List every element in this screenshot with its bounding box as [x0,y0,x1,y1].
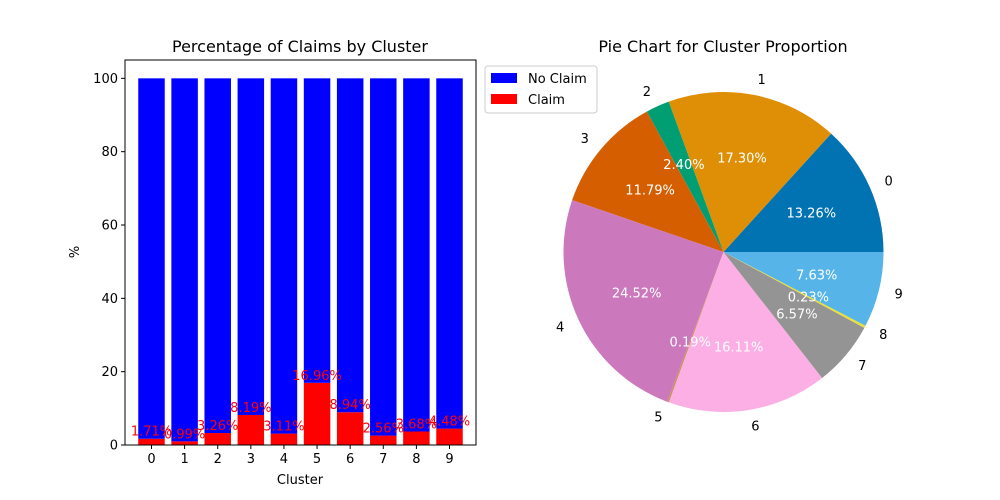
bar-chart-x-axis-label: Cluster [277,473,324,488]
pie-pct-label-9: 7.63% [796,268,837,283]
bar-claim-0 [138,438,165,445]
legend-swatch-claim [491,94,517,104]
bar-chart-panel: Percentage of Claims by Cluster % Cluste… [68,37,477,488]
bar-claim-5 [303,382,331,445]
bar-claim-3 [237,414,265,445]
pie-chart-panel: Pie Chart for Cluster Proportion 0 13.26%… [556,37,903,434]
pie-pct-label-4: 24.52% [612,286,662,301]
pie-slice-4 [563,200,724,402]
pie-chart-plot-area: 0 13.26% 1 17.30% 2 2.40% 3 11.79% 4 24.52% 5 0.19%… [556,73,903,435]
pie-pct-label-2: 2.40% [663,158,704,173]
bar-claim-1 [171,441,198,445]
bar-no-claim-4 [270,78,298,434]
x-tick-label: 4 [280,452,288,467]
x-tick-label: 2 [214,452,222,467]
pie-slice-2 [646,101,724,253]
pie-slice-0 [723,133,884,252]
pie-pct-label-0: 13.26% [787,207,837,222]
y-tick-label: 20 [101,365,118,380]
legend-swatch-no-claim [491,73,517,83]
bar-claim-7 [370,435,397,445]
pie-slice-label-0: 0 [884,174,892,189]
bar-claim-2 [204,433,231,445]
x-tick-label: 3 [247,452,255,467]
pie-slice-1 [668,92,832,253]
bar-no-claim-2 [204,78,231,434]
legend-label-no-claim: No Claim [528,72,587,87]
bar-no-claim-5 [303,78,331,383]
pie-pct-label-3: 11.79% [625,184,675,199]
pie-slice-5 [667,252,724,403]
bar-chart-title: Percentage of Claims by Cluster [172,37,428,56]
bar-no-claim-7 [370,78,397,436]
bar-claim-6 [336,412,364,445]
pie-slice-8 [723,252,866,328]
y-tick-label: 0 [110,439,118,454]
pie-pct-label-7: 6.57% [776,307,817,322]
x-tick-label: 7 [379,452,387,467]
pie-slice-label-9: 9 [894,287,902,302]
data-label-claim-6: 8.94% [330,398,371,413]
data-label-claim-1: 0.99% [164,427,205,442]
data-label-claim-4: 3.11% [263,420,304,435]
pie-slice-6 [668,252,823,413]
data-label-claim-2: 3.26% [197,419,238,434]
y-tick-label: 80 [101,145,118,160]
y-tick-label: 60 [101,219,118,234]
bar-no-claim-0 [138,78,165,439]
x-tick-label: 0 [147,452,155,467]
data-label-claim-5: 16.96% [292,369,342,384]
bar-claim-9 [436,428,463,445]
y-tick-label: 100 [93,72,118,87]
x-tick-label: 8 [412,452,420,467]
pie-slice-7 [723,252,865,378]
bar-no-claim-9 [436,78,463,429]
pie-slice-label-6: 6 [751,419,759,434]
bar-no-claim-6 [336,78,364,413]
pie-pct-label-5: 0.19% [670,336,711,351]
pie-slice-label-2: 2 [643,85,651,100]
pie-pct-label-6: 16.11% [714,340,764,355]
bar-chart-y-axis-label: % [68,246,83,258]
pie-slice-label-4: 4 [556,321,564,336]
bar-chart-legend: No Claim Claim [484,65,598,114]
pie-chart-title: Pie Chart for Cluster Proportion [598,37,847,56]
data-label-claim-0: 1.71% [131,425,172,440]
x-tick-label: 6 [346,452,354,467]
y-tick-label: 40 [101,292,118,307]
pie-slice-label-7: 7 [858,359,866,374]
data-label-claim-3: 8.19% [230,401,271,416]
bar-no-claim-1 [171,78,198,442]
bar-chart-frame [124,59,477,446]
pie-slice-label-8: 8 [879,328,887,343]
pie-slice-3 [572,111,724,252]
data-label-claim-8: 3.68% [396,418,437,433]
pie-slice-label-5: 5 [654,411,662,426]
data-label-claim-7: 2.56% [363,422,404,437]
data-label-claim-9: 4.48% [429,415,470,430]
pie-pct-label-8: 0.23% [788,290,829,305]
x-tick-label: 1 [180,452,188,467]
legend-label-claim: Claim [528,93,565,108]
pie-slice-9 [723,252,884,326]
pie-slice-label-3: 3 [581,132,589,147]
pie-slice-label-1: 1 [757,73,765,88]
bar-claim-4 [270,433,298,445]
pie-pct-label-1: 17.30% [717,151,767,166]
bar-claim-8 [403,431,430,445]
bar-no-claim-8 [403,78,430,432]
bar-no-claim-3 [237,78,265,415]
x-tick-label: 9 [445,452,453,467]
x-tick-label: 5 [313,452,321,467]
bar-chart-plot-area: 0 20 40 60 80 100 0 1 2 3 4 5 6 7 8 9 1.71%0.99%3.26% 8.1… [93,59,477,467]
